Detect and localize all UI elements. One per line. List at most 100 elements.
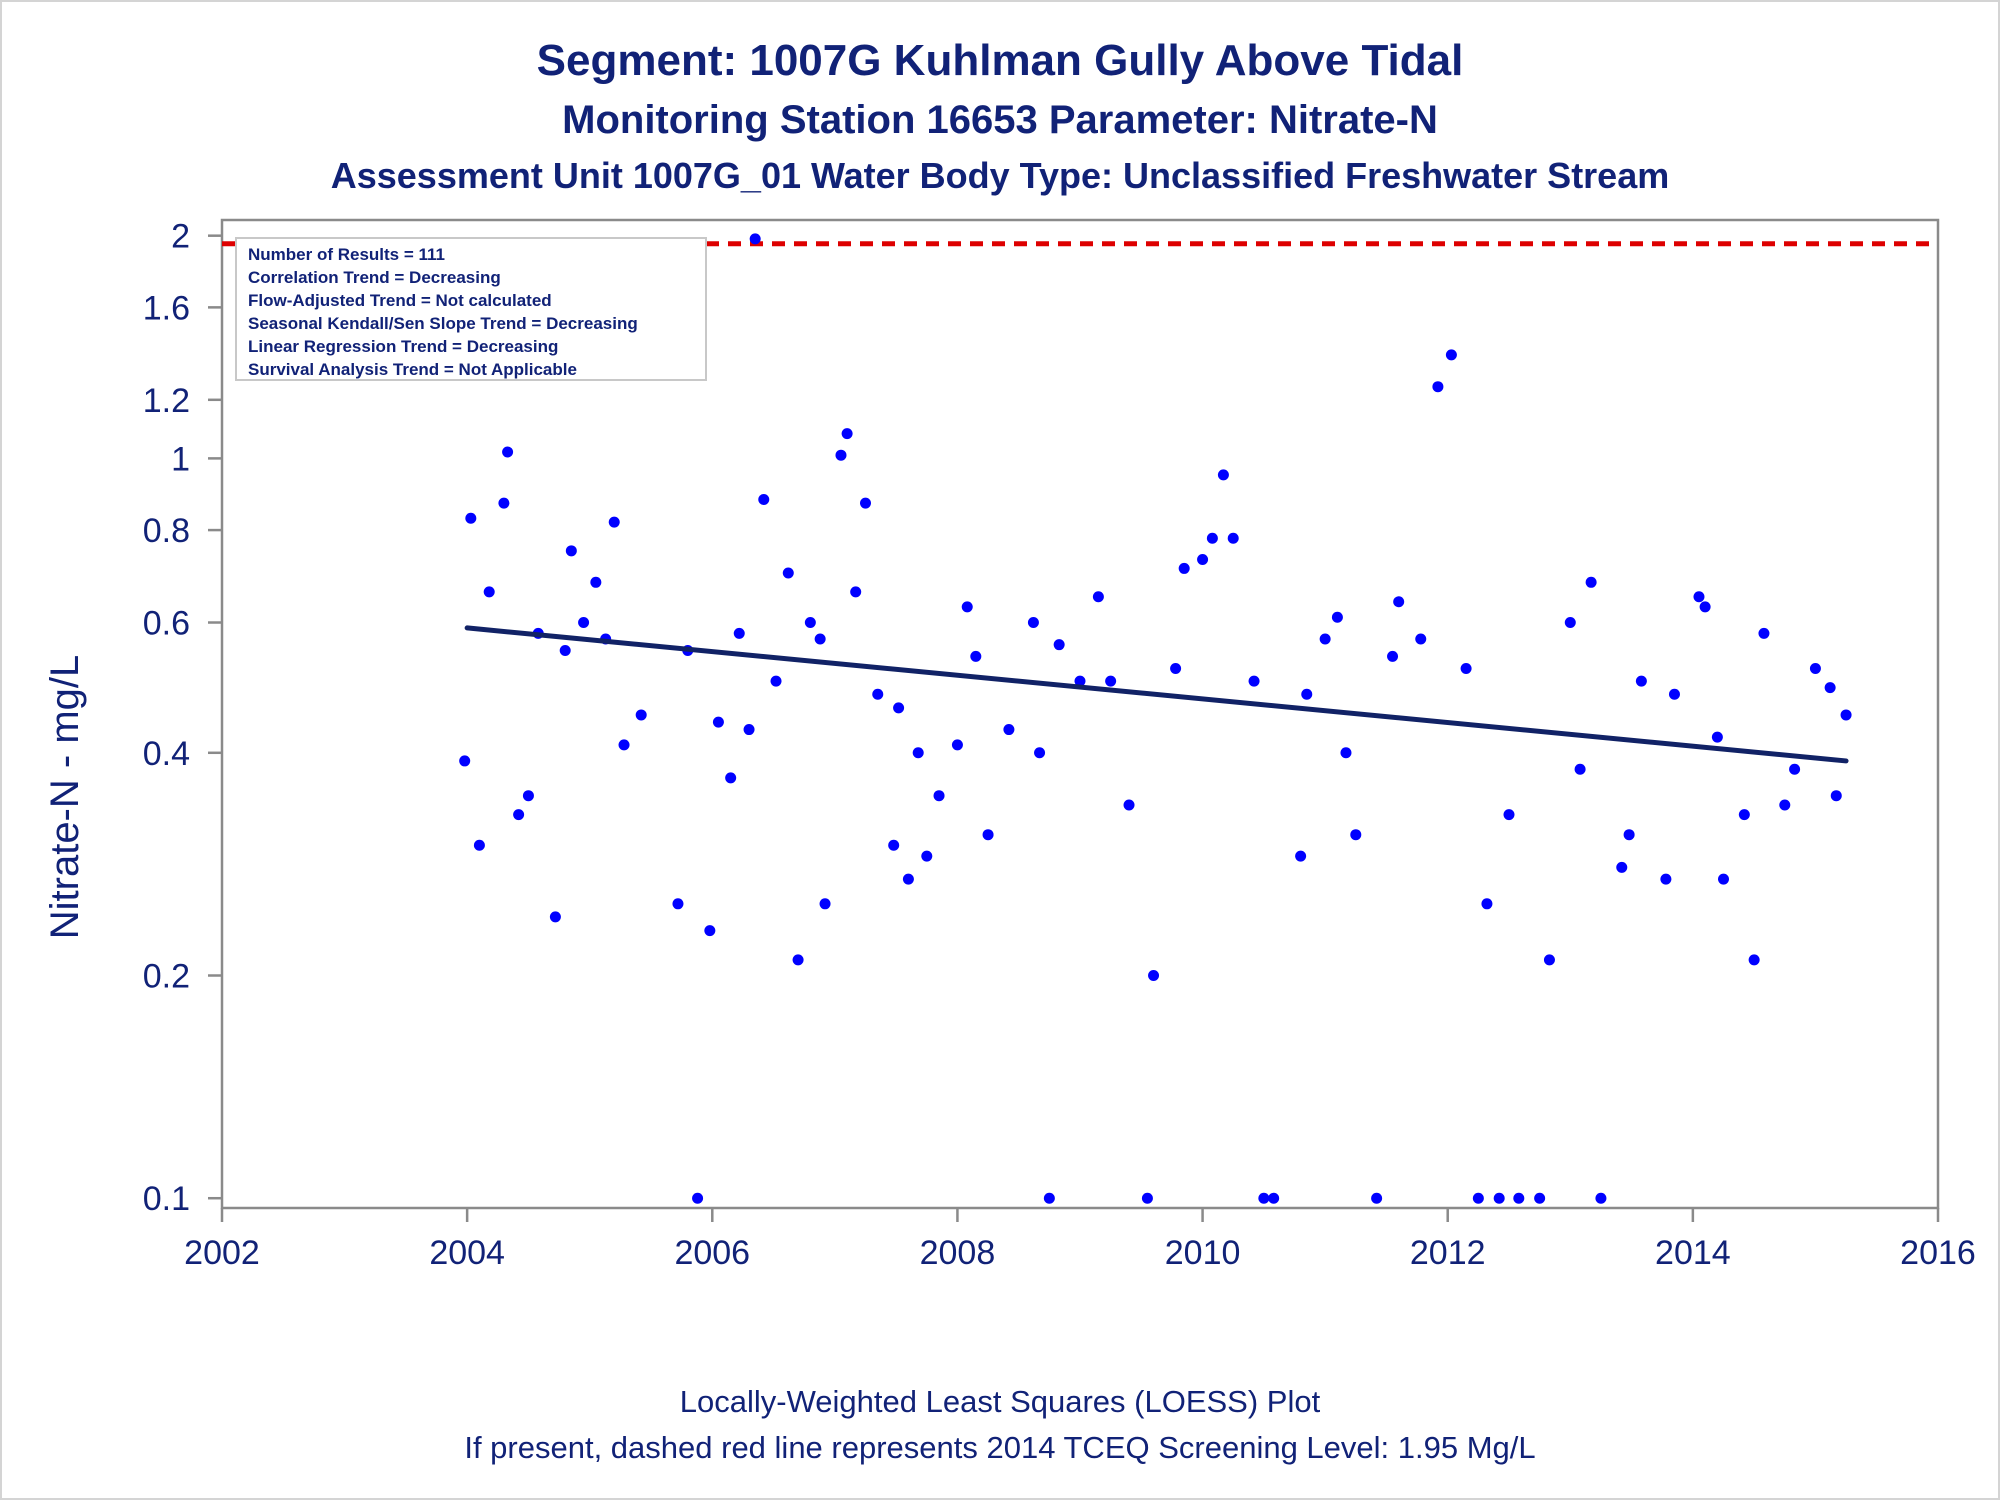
- data-point: [618, 739, 630, 751]
- data-point: [1217, 469, 1229, 481]
- y-tick-label: 0.4: [143, 735, 190, 773]
- data-point: [1170, 662, 1182, 674]
- data-point: [893, 702, 905, 714]
- x-tick-label: 2004: [429, 1234, 505, 1272]
- data-point: [1445, 349, 1457, 361]
- data-point: [1564, 617, 1576, 629]
- y-tick-label: 0.6: [143, 605, 190, 643]
- data-point: [1623, 829, 1635, 841]
- data-point: [1319, 633, 1331, 645]
- data-point: [578, 617, 590, 629]
- data-point: [1248, 675, 1260, 687]
- data-point: [513, 809, 525, 821]
- x-tick: 2016: [1900, 1208, 1976, 1272]
- data-point: [1123, 799, 1135, 811]
- y-tick: 2: [171, 218, 222, 256]
- data-point: [1034, 747, 1046, 759]
- data-point: [933, 790, 945, 802]
- data-point: [758, 493, 770, 505]
- y-tick: 0.2: [143, 958, 222, 996]
- data-point: [712, 716, 724, 728]
- y-tick: 0.4: [143, 735, 222, 773]
- data-point: [1616, 861, 1628, 873]
- stats-line: Flow-Adjusted Trend = Not calculated: [248, 291, 552, 310]
- data-point: [860, 497, 871, 509]
- y-tick: 0.8: [143, 512, 222, 550]
- data-point: [749, 233, 761, 245]
- x-tick-label: 2014: [1655, 1234, 1731, 1272]
- data-point: [1809, 662, 1821, 674]
- data-point: [1513, 1192, 1525, 1204]
- data-point: [888, 839, 900, 851]
- data-point: [1178, 562, 1190, 574]
- data-point: [1206, 532, 1218, 544]
- data-point: [1074, 675, 1086, 687]
- data-point: [1092, 591, 1104, 603]
- data-point: [549, 911, 561, 923]
- x-tick: 2008: [920, 1208, 996, 1272]
- data-point: [1227, 532, 1239, 544]
- data-point: [559, 644, 571, 656]
- data-point: [459, 755, 471, 767]
- stats-line: Correlation Trend = Decreasing: [248, 268, 501, 287]
- chart-subtitle: Monitoring Station 16653 Parameter: Nitr…: [562, 98, 1438, 142]
- data-point: [1043, 1192, 1055, 1204]
- trend-line: [464, 625, 1849, 764]
- data-point: [951, 739, 963, 751]
- y-tick: 1.2: [143, 382, 222, 420]
- y-tick: 1.6: [143, 289, 222, 327]
- data-point: [692, 1192, 704, 1204]
- data-point: [902, 873, 914, 885]
- data-point: [1595, 1192, 1607, 1204]
- chart-title: Segment: 1007G Kuhlman Gully Above Tidal: [536, 36, 1464, 85]
- data-point: [1331, 611, 1343, 623]
- data-point: [483, 586, 495, 598]
- data-point: [1711, 731, 1723, 743]
- data-point: [522, 790, 534, 802]
- data-point: [770, 675, 782, 687]
- chart-subtitle-2: Assessment Unit 1007G_01 Water Body Type…: [330, 155, 1670, 196]
- data-point: [1295, 850, 1307, 862]
- x-tick-label: 2006: [674, 1234, 750, 1272]
- data-point: [1574, 763, 1586, 775]
- x-tick-label: 2002: [184, 1234, 260, 1272]
- x-tick: 2002: [184, 1208, 260, 1272]
- x-tick-label: 2010: [1165, 1234, 1241, 1272]
- data-point: [1660, 873, 1672, 885]
- data-point: [502, 446, 514, 458]
- data-point: [1830, 790, 1842, 802]
- data-point: [473, 839, 485, 851]
- y-tick-label: 1.6: [143, 289, 190, 327]
- data-point: [590, 576, 602, 588]
- data-point: [1432, 381, 1444, 393]
- data-point: [498, 497, 510, 509]
- x-tick-label: 2008: [920, 1234, 996, 1272]
- y-tick-label: 1.2: [143, 382, 190, 420]
- data-point: [1693, 591, 1705, 603]
- x-tick-label: 2012: [1410, 1234, 1486, 1272]
- data-point: [465, 512, 477, 524]
- y-tick: 1: [171, 440, 222, 478]
- data-point: [1481, 898, 1493, 910]
- data-point: [912, 747, 924, 759]
- data-point: [1668, 688, 1680, 700]
- data-point: [982, 829, 994, 841]
- data-point: [872, 688, 884, 700]
- data-point: [635, 709, 647, 721]
- data-point: [1738, 809, 1750, 821]
- data-point: [1003, 724, 1015, 736]
- data-point: [1779, 799, 1791, 811]
- data-point: [1141, 1192, 1153, 1204]
- plot-area-frame: [220, 218, 1940, 1210]
- data-point: [835, 449, 847, 461]
- x-tick: 2006: [674, 1208, 750, 1272]
- data-point: [1503, 809, 1515, 821]
- footnote-screening: If present, dashed red line represents 2…: [464, 1430, 1536, 1465]
- data-point: [1268, 1192, 1280, 1204]
- y-tick-label: 2: [171, 218, 190, 256]
- data-point: [1197, 554, 1209, 566]
- y-tick-label: 1: [171, 440, 190, 478]
- stats-line: Number of Results = 111: [248, 245, 445, 264]
